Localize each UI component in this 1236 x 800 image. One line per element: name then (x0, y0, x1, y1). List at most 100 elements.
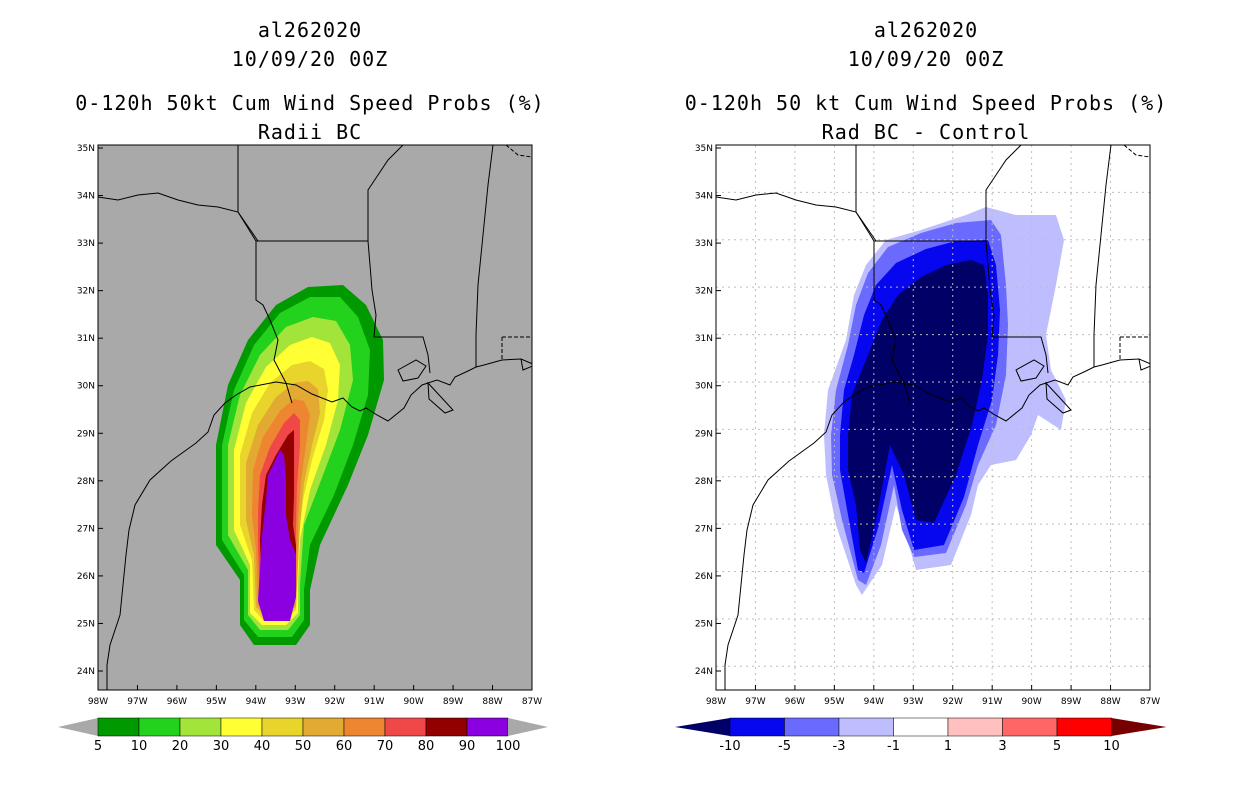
right-lat-label: 33N (695, 239, 713, 249)
right-contours (824, 207, 1066, 595)
right-lon-axis: 98W 97W 96W 95W 94W 93W 92W 91W 90W 89W 88W 87W (706, 685, 1160, 707)
right-lat-axis: 35N 34N 33N 32N 31N 30N 29N 28N 27N 26N 25N 24N (695, 144, 721, 677)
right-lon-label: 89W (1061, 697, 1081, 707)
left-colorbar-label: 30 (213, 739, 230, 754)
left-lon-axis: 98W 97W 96W 95W 94W 93W 92W 91W 90W 89W 88W 87W (88, 685, 542, 707)
right-lat-label: 27N (695, 524, 713, 534)
right-map-frame (715, 144, 1151, 691)
right-lon-label: 92W (943, 697, 963, 707)
left-lon-label: 91W (364, 697, 384, 707)
left-colorbar-label: 70 (377, 739, 394, 754)
right-colorbar-label: -5 (778, 739, 791, 754)
left-colorbar-swatch (220, 717, 263, 737)
left-lat-label: 29N (77, 429, 95, 439)
left-lat-label: 35N (77, 144, 95, 154)
left-lat-label: 27N (77, 524, 95, 534)
right-colorbar-label: 1 (944, 739, 952, 754)
right-colorbar-label: -1 (887, 739, 900, 754)
right-colorbar-swatch (1002, 717, 1058, 737)
left-contours (216, 285, 384, 645)
right-lat-label: 24N (695, 667, 713, 677)
left-lon-label: 88W (482, 697, 502, 707)
right-title: 0-120h 50 kt Cum Wind Speed Probs (%) (684, 91, 1168, 115)
left-lat-label: 34N (77, 192, 95, 202)
right-border-line (985, 240, 1049, 374)
right-colorbar-swatch (838, 717, 894, 737)
left-colorbar-swatch (302, 717, 345, 737)
right-gridlines (716, 145, 1150, 690)
right-lon-label: 96W (785, 697, 805, 707)
left-lat-label: 24N (77, 667, 95, 677)
left-lon-label: 92W (325, 697, 345, 707)
right-colorbar-label: 5 (1053, 739, 1061, 754)
right-border-line (985, 145, 1022, 241)
right-lon-label: 88W (1100, 697, 1120, 707)
left-colorbar-label: 40 (254, 739, 271, 754)
right-geography (716, 145, 1150, 690)
left-storm-id: al262020 (257, 18, 363, 42)
right-colorbar-label: -3 (833, 739, 846, 754)
left-colorbar-swatch (138, 717, 181, 737)
left-lat-label: 30N (77, 382, 95, 392)
right-storm-id: al262020 (873, 18, 979, 42)
right-lat-label: 30N (695, 382, 713, 392)
left-border-line (367, 240, 431, 374)
left-lon-label: 96W (167, 697, 187, 707)
left-border-line (255, 241, 293, 404)
left-lat-label: 31N (77, 334, 95, 344)
right-colorbar-arrow-low (675, 718, 730, 736)
left-lon-label: 90W (403, 697, 423, 707)
right-lon-label: 98W (706, 697, 726, 707)
left-colorbar-swatch (384, 717, 427, 737)
right-colorbar-swatch (893, 717, 949, 737)
right-lat-label: 32N (695, 287, 713, 297)
right-subtitle: Rad BC - Control (821, 120, 1031, 144)
left-lon-label: 93W (285, 697, 305, 707)
right-colorbar-swatch (729, 717, 785, 737)
left-colorbar-label: 20 (172, 739, 189, 754)
right-border-line (716, 192, 986, 242)
right-border-line (873, 241, 911, 404)
right-colorbar: -10 -5 -3 -1 1 3 5 10 (675, 717, 1167, 754)
left-colorbar-label: 10 (131, 739, 148, 754)
left-lon-label: 95W (206, 697, 226, 707)
right-lat-label: 29N (695, 429, 713, 439)
left-colorbar-swatch (179, 717, 222, 737)
right-lon-label: 94W (864, 697, 884, 707)
left-border-line (367, 145, 404, 241)
left-colorbar-arrow-high (508, 718, 548, 736)
left-colorbar-label: 80 (418, 739, 435, 754)
left-lat-axis: 35N 34N 33N 32N 31N 30N 29N 28N 27N 26N 25N 24N (77, 144, 103, 677)
right-lat-label: 25N (695, 619, 713, 629)
left-border-line (98, 192, 368, 242)
left-coastline (106, 358, 532, 690)
left-colorbar-label: 60 (336, 739, 353, 754)
right-colorbar-arrow-high (1111, 718, 1167, 736)
right-lon-label: 90W (1021, 697, 1041, 707)
right-lat-label: 26N (695, 572, 713, 582)
left-lon-label: 87W (522, 697, 542, 707)
left-lat-label: 25N (77, 619, 95, 629)
right-datetime: 10/09/20 00Z (847, 47, 1005, 71)
left-colorbar-label: 50 (295, 739, 312, 754)
right-border-line (1123, 145, 1150, 158)
left-colorbar-label: 100 (496, 739, 521, 754)
left-colorbar-swatch (425, 717, 468, 737)
left-colorbar-swatch (97, 717, 140, 737)
left-border-line (475, 145, 494, 367)
right-colorbar-swatch (947, 717, 1003, 737)
right-lon-label: 93W (903, 697, 923, 707)
right-coast-detail (1015, 359, 1072, 414)
right-lat-label: 28N (695, 477, 713, 487)
left-lon-label: 94W (246, 697, 266, 707)
left-lat-label: 32N (77, 287, 95, 297)
right-colorbar-label: 10 (1103, 739, 1120, 754)
left-colorbar: 5 10 20 30 40 50 60 70 80 90 100 (58, 717, 548, 754)
left-map-frame (97, 144, 533, 691)
left-lat-label: 28N (77, 477, 95, 487)
left-lon-label: 89W (443, 697, 463, 707)
right-colorbar-swatch (1056, 717, 1112, 737)
right-colorbar-label: 3 (998, 739, 1006, 754)
